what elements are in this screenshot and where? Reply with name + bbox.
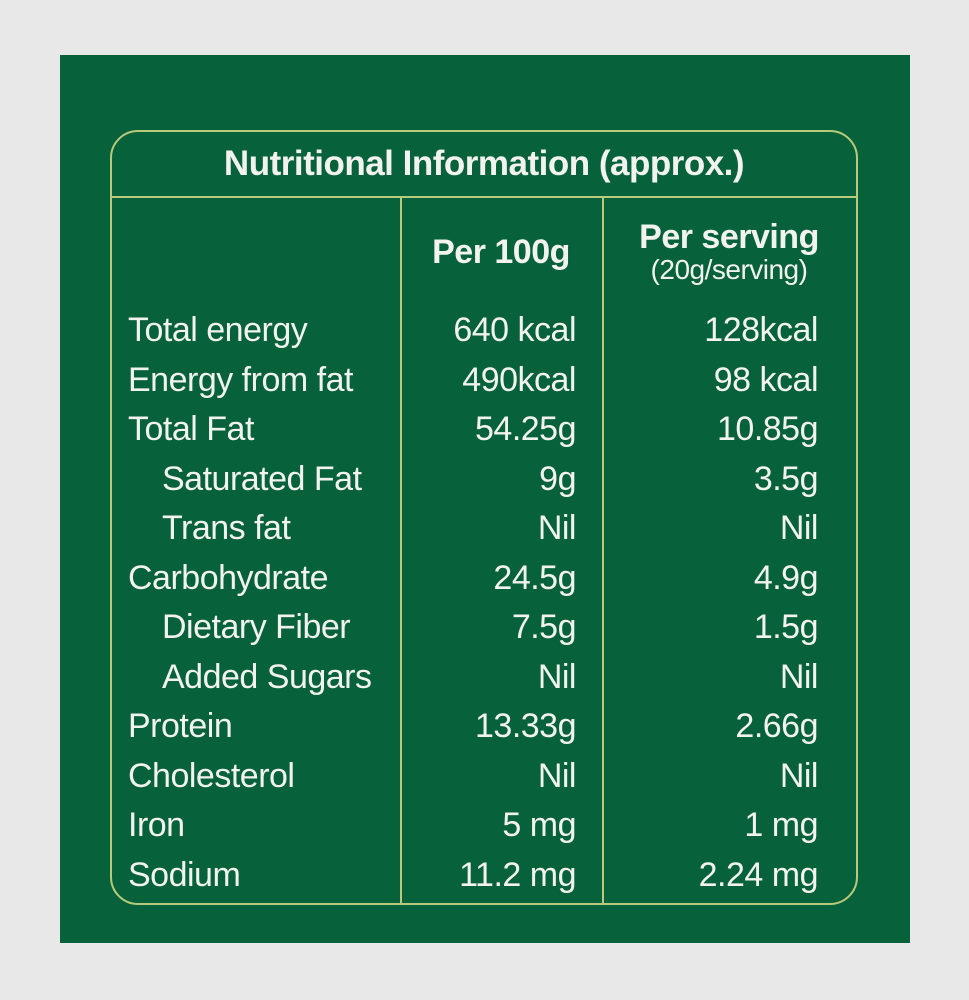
value-per-100g: 24.5g: [493, 558, 576, 597]
table-title: Nutritional Information (approx.): [223, 144, 745, 183]
nutrient-label: Cholesterol: [128, 756, 295, 795]
value-per-serving: 3.5g: [753, 459, 819, 498]
column-header-row: Per 100g Per serving (20g/serving): [112, 198, 856, 306]
value-per-100g: 11.2 mg: [459, 855, 576, 894]
nutrient-row: Trans fat Nil Nil: [112, 504, 856, 554]
nutrient-label: Protein: [128, 707, 233, 746]
column-divider-1: [400, 198, 402, 903]
serving-size-note: (20g/serving): [650, 254, 808, 285]
value-per-serving: Nil: [779, 657, 819, 696]
value-per-serving: 10.85g: [717, 410, 819, 449]
value-per-serving: 98 kcal: [713, 360, 819, 399]
value-per-100g: 640 kcal: [453, 311, 576, 350]
value-per-serving: Nil: [779, 756, 819, 795]
nutrient-label: Iron: [128, 806, 185, 845]
nutrient-label: Dietary Fiber: [162, 608, 351, 647]
nutrient-label: Added Sugars: [162, 657, 372, 696]
nutrient-row: Iron 5 mg 1 mg: [112, 801, 856, 851]
nutrient-row: Total Fat 54.25g 10.85g: [112, 405, 856, 455]
value-per-100g: 5 mg: [502, 806, 576, 845]
nutrition-table: Nutritional Information (approx.) Per 10…: [110, 130, 858, 905]
value-per-serving: 2.24 mg: [698, 855, 819, 894]
column-header-per-serving: Per serving (20g/serving): [602, 220, 856, 284]
nutrient-row: Added Sugars Nil Nil: [112, 653, 856, 703]
value-per-100g: Nil: [537, 509, 577, 548]
value-per-serving: 128kcal: [704, 311, 818, 350]
column-divider-2: [602, 198, 604, 903]
value-per-100g: 7.5g: [511, 608, 577, 647]
nutrient-row: Dietary Fiber 7.5g 1.5g: [112, 603, 856, 653]
value-per-100g: 13.33g: [475, 707, 577, 746]
value-per-100g: Nil: [537, 756, 577, 795]
nutrient-label: Sodium: [128, 855, 241, 894]
value-per-serving: Nil: [779, 509, 819, 548]
value-per-100g: 490kcal: [462, 360, 576, 399]
nutrient-rows: Total energy 640 kcal 128kcal Energy fro…: [112, 306, 856, 903]
nutrient-row: Protein 13.33g 2.66g: [112, 702, 856, 752]
value-per-serving: 1 mg: [744, 806, 818, 845]
nutrient-row: Sodium 11.2 mg 2.24 mg: [112, 851, 856, 901]
value-per-serving: 4.9g: [753, 558, 819, 597]
nutrient-row: Saturated Fat 9g 3.5g: [112, 455, 856, 505]
column-header-per-100g: Per 100g: [432, 233, 570, 271]
value-per-100g: 9g: [539, 459, 576, 498]
nutrient-label: Energy from fat: [128, 360, 353, 399]
table-title-row: Nutritional Information (approx.): [112, 132, 856, 198]
nutrient-row: Carbohydrate 24.5g 4.9g: [112, 554, 856, 604]
nutrient-label: Trans fat: [162, 509, 291, 548]
value-per-serving: 1.5g: [753, 608, 819, 647]
nutrient-label: Total energy: [128, 311, 308, 350]
per-serving-label: Per serving: [639, 218, 819, 256]
nutrient-label: Saturated Fat: [162, 459, 362, 498]
nutrient-row: Total energy 640 kcal 128kcal: [112, 306, 856, 356]
nutrition-panel: Nutritional Information (approx.) Per 10…: [60, 55, 910, 943]
nutrient-row: Cholesterol Nil Nil: [112, 752, 856, 802]
value-per-100g: Nil: [537, 657, 577, 696]
value-per-100g: 54.25g: [475, 410, 577, 449]
table-body: Per 100g Per serving (20g/serving) Total…: [112, 198, 856, 903]
nutrient-label: Total Fat: [128, 410, 254, 449]
nutrient-label: Carbohydrate: [128, 558, 329, 597]
nutrient-row: Energy from fat 490kcal 98 kcal: [112, 356, 856, 406]
value-per-serving: 2.66g: [735, 707, 818, 746]
